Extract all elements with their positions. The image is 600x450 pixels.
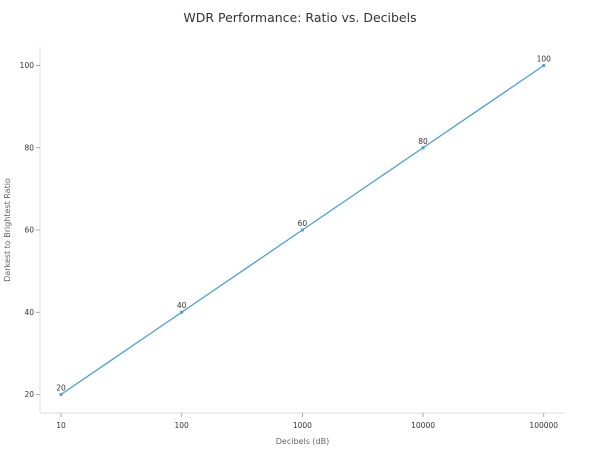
data-point (542, 63, 546, 68)
x-axis-title: Decibels (dB) (276, 437, 329, 446)
data-label: 60 (298, 219, 308, 228)
y-tick-label: 60 (24, 226, 34, 235)
data-point (421, 146, 425, 150)
x-tick-label: 10 (56, 421, 66, 430)
x-tick-label: 10000 (411, 421, 435, 430)
data-label: 80 (418, 137, 428, 146)
data-labels: 20 40 60 80 100 (56, 55, 551, 393)
data-point (59, 392, 63, 397)
y-tick-label: 80 (24, 143, 34, 152)
x-ticks: 10 100 1000 10000 100000 (56, 413, 558, 430)
data-label: 100 (537, 55, 552, 64)
data-point (180, 310, 184, 314)
y-ticks: 20 40 60 80 100 (20, 61, 40, 399)
data-point (300, 228, 304, 232)
chart-title: WDR Performance: Ratio vs. Decibels (183, 10, 417, 25)
y-tick-label: 100 (20, 61, 35, 70)
y-tick-label: 20 (24, 390, 34, 399)
y-axis-title: Darkest to Brightest Ratio (3, 178, 12, 282)
series (59, 63, 546, 397)
data-label: 40 (177, 301, 187, 310)
x-tick-label: 100 (175, 421, 190, 430)
y-tick-label: 40 (24, 308, 34, 317)
x-tick-label: 1000 (293, 421, 312, 430)
x-tick-label: 100000 (529, 421, 558, 430)
data-label: 20 (56, 383, 66, 392)
